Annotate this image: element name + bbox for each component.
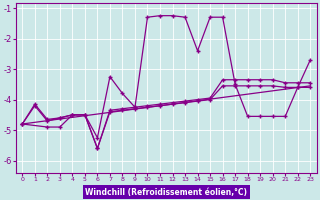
X-axis label: Windchill (Refroidissement éolien,°C): Windchill (Refroidissement éolien,°C) — [85, 188, 247, 197]
